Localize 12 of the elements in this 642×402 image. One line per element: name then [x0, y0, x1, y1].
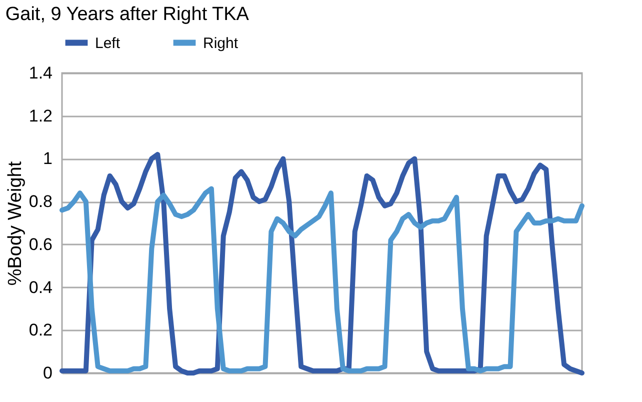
y-tick-label: 1	[43, 149, 52, 168]
chart-title: Gait, 9 Years after Right TKA	[5, 4, 250, 25]
y-tick-label: 0.6	[28, 234, 52, 254]
y-axis-title: %Body Weight	[4, 160, 26, 286]
legend-label: Right	[203, 34, 239, 52]
y-tick-label: 0.8	[28, 192, 52, 212]
legend-label: Left	[95, 34, 121, 52]
y-tick-label: 0.4	[28, 278, 52, 297]
y-tick-label: 0.2	[28, 320, 52, 340]
y-tick-label: 1.2	[28, 106, 52, 126]
y-tick-label: 0	[43, 364, 52, 382]
y-tick-label: 1.4	[28, 64, 52, 82]
